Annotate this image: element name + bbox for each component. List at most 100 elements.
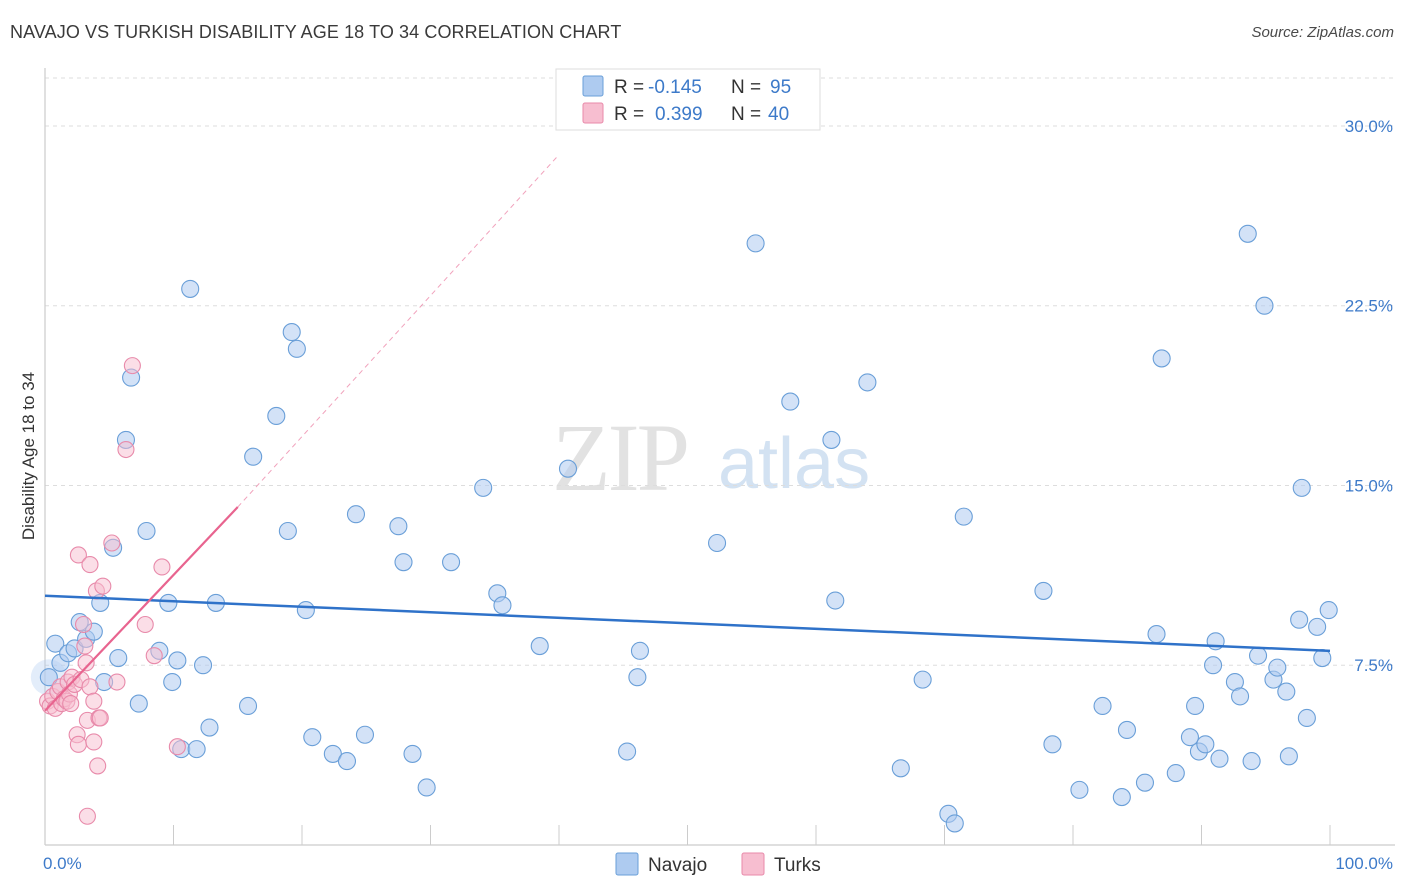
correlation-legend: R = -0.145 N = 95 R = 0.399 N = 40 xyxy=(555,68,821,131)
navajo-point xyxy=(194,656,213,675)
navajo-point xyxy=(1297,708,1316,728)
navajo-point xyxy=(1034,581,1053,600)
navajo-point xyxy=(417,778,436,797)
bottom-legend-turks: Turks xyxy=(774,855,821,876)
chart-title: NAVAJO VS TURKISH DISABILITY AGE 18 TO 3… xyxy=(10,22,622,42)
navajo-point xyxy=(474,478,493,497)
navajo-point xyxy=(1319,601,1338,620)
source-label: Source: ZipAtlas.com xyxy=(1251,24,1394,41)
turks-point xyxy=(94,577,112,595)
turks-point xyxy=(76,637,94,655)
navajo-point xyxy=(323,744,342,763)
navajo-point xyxy=(200,718,219,737)
legend-n-label-navajo: N = xyxy=(731,77,761,98)
turks-point xyxy=(117,440,135,459)
navajo-point xyxy=(187,740,206,759)
turks-point xyxy=(136,615,154,634)
turks-trend-extension xyxy=(237,154,560,508)
navajo-point xyxy=(1313,648,1332,668)
navajo-point xyxy=(355,725,375,744)
navajo-point xyxy=(39,668,58,687)
turks-trend-line xyxy=(44,506,239,712)
navajo-point xyxy=(530,637,549,656)
navajo-point xyxy=(1308,617,1327,636)
navajo-point xyxy=(558,459,578,478)
navajo-point xyxy=(708,533,727,553)
watermark-atlas: atlas xyxy=(718,424,870,504)
legend-swatch-navajo xyxy=(582,75,604,97)
turks-point xyxy=(81,678,99,696)
turks-points xyxy=(39,357,186,825)
turks-point xyxy=(75,615,93,634)
navajo-point xyxy=(630,641,650,660)
navajo-point xyxy=(287,339,306,358)
navajo-point xyxy=(1070,780,1089,799)
navajo-trend-line xyxy=(44,594,1331,653)
legend-swatch-turks xyxy=(582,102,604,124)
navajo-point xyxy=(1166,764,1185,783)
navajo-point xyxy=(159,593,178,612)
turks-point xyxy=(168,738,186,756)
navajo-point xyxy=(618,742,637,761)
navajo-point xyxy=(1112,788,1131,807)
tick-labels: 7.5% 15.0% 22.5% 30.0% 0.0% 100.0% xyxy=(43,117,1393,873)
navajo-point xyxy=(346,505,366,524)
turks-point xyxy=(153,558,171,576)
turks-point xyxy=(145,647,163,665)
navajo-point xyxy=(1238,224,1257,243)
y-tick-label: 7.5% xyxy=(1354,656,1393,675)
navajo-point xyxy=(129,694,148,713)
navajo-point xyxy=(1180,728,1199,747)
bottom-legend-swatch-turks xyxy=(741,852,765,876)
legend-r-value-turks: 0.399 xyxy=(655,104,703,125)
y-tick-label: 15.0% xyxy=(1345,476,1393,495)
navajo-point xyxy=(181,279,200,298)
navajo-point xyxy=(945,814,964,833)
legend-n-label-turks: N = xyxy=(731,104,761,125)
navajo-point xyxy=(168,651,187,670)
navajo-point xyxy=(746,234,765,253)
turks-point xyxy=(85,692,103,710)
trend-lines xyxy=(44,154,1331,712)
navajo-point xyxy=(1268,658,1287,677)
navajo-point xyxy=(1279,747,1298,766)
navajo-point xyxy=(46,634,65,653)
x-tick-label: 0.0% xyxy=(43,854,82,873)
navajo-point xyxy=(109,648,128,668)
navajo-point xyxy=(1248,646,1268,665)
navajo-point xyxy=(267,406,286,426)
y-tick-label: 30.0% xyxy=(1345,117,1393,136)
navajo-point xyxy=(296,601,315,620)
turks-point xyxy=(123,357,141,375)
navajo-point xyxy=(826,591,845,610)
navajo-point xyxy=(1290,610,1309,629)
series-legend: Navajo Turks xyxy=(615,852,821,876)
navajo-point xyxy=(1242,752,1261,771)
navajo-point xyxy=(1204,656,1223,675)
legend-n-value-navajo: 95 xyxy=(770,77,791,98)
turks-point xyxy=(77,654,95,672)
axes xyxy=(44,68,1395,846)
x-tick-label: 100.0% xyxy=(1335,854,1393,873)
navajo-point xyxy=(282,323,301,342)
legend-r-value-navajo: -0.145 xyxy=(648,77,702,98)
navajo-point xyxy=(403,744,422,763)
navajo-point xyxy=(1231,687,1250,706)
turks-point xyxy=(89,757,107,775)
turks-point xyxy=(81,556,99,574)
navajo-point xyxy=(303,728,322,747)
navajo-point xyxy=(1277,682,1296,701)
navajo-point xyxy=(913,670,932,689)
turks-point xyxy=(78,807,96,825)
navajo-point xyxy=(1147,625,1166,644)
navajo-point xyxy=(244,447,263,466)
legend-n-value-turks: 40 xyxy=(768,104,789,125)
turks-point xyxy=(69,546,87,564)
navajo-point xyxy=(858,373,877,392)
navajo-point xyxy=(781,392,800,411)
legend-r-label-navajo: R = xyxy=(614,77,644,98)
navajo-point xyxy=(1255,296,1274,315)
navajo-point xyxy=(278,521,297,541)
turks-point xyxy=(85,733,103,751)
